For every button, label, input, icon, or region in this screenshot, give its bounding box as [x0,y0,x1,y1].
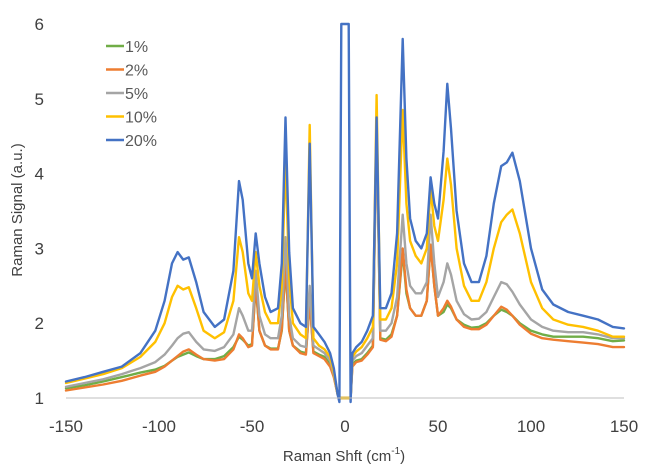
y-axis-title: Raman Signal (a.u.) [9,143,26,276]
x-tick-label: 150 [610,417,638,436]
series-line-1pct [64,119,626,400]
x-tick-label: 50 [429,417,448,436]
x-axis-title-end: ) [400,448,405,465]
y-tick-label: 4 [35,165,44,184]
y-tick-label: 5 [35,90,44,109]
x-tick-label: -150 [49,417,83,436]
legend-label-2pct: 2% [125,63,148,80]
legend-label-1pct: 1% [125,39,148,56]
legend-label-10pct: 10% [125,110,157,127]
x-axis-title: Raman Shft (cm-1) [283,446,405,465]
x-tick-label: -50 [240,417,265,436]
y-tick-label: 2 [35,314,44,333]
x-axis-title-main: Raman Shft (cm [283,448,391,465]
y-tick-label: 3 [35,239,44,258]
y-tick-labels: 1 2 3 4 5 6 [35,15,44,408]
y-tick-label: 1 [35,389,44,408]
legend-label-5pct: 5% [125,86,148,103]
x-tick-label: 100 [517,417,545,436]
series-group [64,22,626,404]
x-axis-title-superscript: -1 [391,446,400,457]
legend: 1% 2% 5% 10% 20% [106,39,157,150]
series-line-5pct [64,119,626,400]
x-tick-label: -100 [142,417,176,436]
series-line-20pct [64,22,626,404]
legend-label-20pct: 20% [125,133,157,150]
series-line-2pct [64,119,626,400]
x-tick-label: 0 [340,417,349,436]
x-tick-labels: -150 -100 -50 0 50 100 150 [49,417,638,436]
y-tick-label: 6 [35,15,44,34]
